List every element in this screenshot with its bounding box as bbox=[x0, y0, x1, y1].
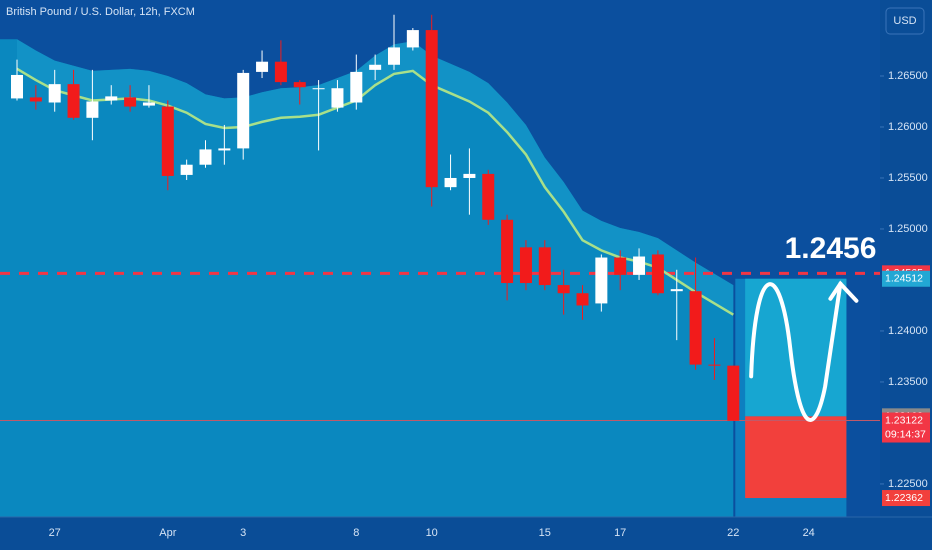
price-label-bg bbox=[882, 412, 930, 443]
candle-body bbox=[161, 106, 174, 176]
price-label: 1.23122 bbox=[885, 414, 923, 426]
x-tick-label: 3 bbox=[240, 527, 246, 539]
stop-box bbox=[745, 416, 847, 499]
candle-body bbox=[199, 149, 212, 165]
envelope-inner bbox=[17, 39, 734, 315]
candle-body bbox=[350, 71, 363, 103]
candle-body bbox=[501, 219, 514, 284]
candle-body bbox=[180, 164, 193, 175]
x-tick-label: 22 bbox=[727, 527, 739, 539]
projection-curve bbox=[749, 281, 843, 422]
ma-line bbox=[16, 67, 734, 316]
chart-title: British Pound / U.S. Dollar, 12h, FXCM bbox=[6, 6, 195, 18]
x-tick-label: Apr bbox=[159, 527, 176, 539]
candle-body bbox=[293, 82, 306, 88]
projection-arrow bbox=[828, 280, 859, 303]
candle-body bbox=[689, 291, 702, 365]
candle-body bbox=[538, 247, 551, 286]
candle-body bbox=[670, 289, 683, 292]
candle-body bbox=[67, 84, 80, 118]
candle-body bbox=[256, 61, 269, 72]
price-label-bg bbox=[882, 270, 930, 287]
candle-body bbox=[576, 293, 589, 306]
candle-body bbox=[274, 61, 287, 83]
candle-body bbox=[11, 74, 23, 99]
x-tick-label: 10 bbox=[426, 527, 438, 539]
candle-body bbox=[142, 102, 155, 106]
candle-body bbox=[482, 173, 495, 220]
candle-body bbox=[29, 97, 42, 102]
candle-body bbox=[463, 173, 476, 178]
candle-body bbox=[369, 64, 382, 70]
x-tick-label: 17 bbox=[614, 527, 626, 539]
x-tick-label: 8 bbox=[353, 527, 359, 539]
y-tick-label: 1.25500 bbox=[888, 172, 928, 184]
y-tick-label: 1.22500 bbox=[888, 478, 928, 490]
candle-body bbox=[651, 254, 664, 294]
candle-body bbox=[425, 30, 438, 188]
candle-body bbox=[633, 256, 646, 275]
x-tick-label: 24 bbox=[803, 527, 815, 539]
candle-body bbox=[105, 96, 118, 101]
price-label: 1.22362 bbox=[885, 492, 923, 504]
y-tick-label: 1.26500 bbox=[888, 70, 928, 82]
price-label-bg bbox=[882, 490, 930, 507]
y-tick-label: 1.26000 bbox=[888, 121, 928, 133]
currency-button[interactable] bbox=[885, 7, 925, 35]
plot: 1.2456 1.26500 1.26000 1.25500 1.25000 1.2400… bbox=[0, 14, 930, 539]
y-tick-label: 1.25000 bbox=[888, 223, 928, 235]
annotation: 1.2456 bbox=[785, 232, 877, 265]
y-tick-label: 1.23500 bbox=[888, 376, 928, 388]
candle-body bbox=[388, 47, 400, 65]
candle-body bbox=[48, 84, 61, 103]
candle-body bbox=[614, 257, 627, 275]
price-label: 1.24512 bbox=[885, 273, 923, 285]
x-tick-label: 15 bbox=[539, 527, 551, 539]
candle-body bbox=[708, 364, 721, 366]
candle-body bbox=[406, 30, 419, 48]
candle-body bbox=[331, 88, 344, 108]
currency-label: USD bbox=[893, 15, 916, 27]
candle-body bbox=[595, 257, 608, 304]
countdown-label: 09:14:37 bbox=[885, 428, 926, 440]
y-tick-label: 1.24000 bbox=[888, 325, 928, 337]
candle-body bbox=[124, 97, 137, 107]
candle-body bbox=[557, 285, 570, 294]
candle-body bbox=[727, 365, 740, 421]
candle-body bbox=[237, 72, 250, 149]
candle-body bbox=[444, 177, 457, 188]
x-tick-label: 27 bbox=[49, 527, 61, 539]
candle-body bbox=[218, 148, 231, 151]
candle-body bbox=[312, 88, 325, 90]
envelope-area bbox=[0, 39, 734, 517]
candle-body bbox=[86, 101, 99, 118]
candle-body bbox=[519, 247, 532, 284]
